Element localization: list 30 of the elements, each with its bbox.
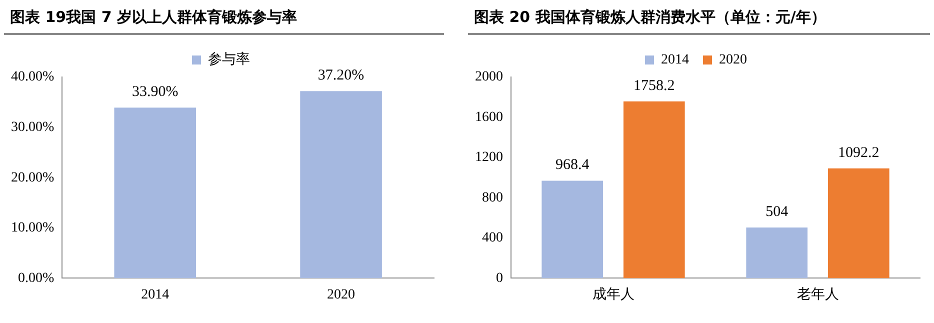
chart-title: 图表 19我国 7 岁以上人群体育锻炼参与率: [4, 6, 444, 35]
chart-title: 图表 20 我国体育锻炼人群消费水平（单位：元/年）: [468, 6, 930, 35]
data-label: 968.4: [555, 157, 590, 174]
data-label: 33.90%: [132, 84, 178, 100]
y-tick-label: 1600: [475, 110, 503, 125]
y-tick-label: 0: [496, 270, 503, 286]
y-tick-label: 1200: [475, 150, 503, 166]
y-tick-label: 2000: [475, 70, 503, 85]
legend-label: 2020: [719, 52, 747, 68]
y-tick-label: 400: [482, 230, 503, 246]
x-tick-label: 老年人: [796, 286, 839, 302]
y-tick-label: 30.00%: [10, 120, 54, 135]
y-tick-label: 800: [482, 190, 503, 206]
data-label: 504: [766, 204, 789, 220]
y-tick-label: 20.00%: [10, 170, 54, 186]
data-label: 1758.2: [634, 78, 675, 94]
bar: [623, 101, 685, 278]
data-label: 1092.2: [838, 144, 880, 161]
x-tick-label: 2020: [327, 287, 356, 302]
legend-label: 2014: [661, 52, 689, 68]
legend-label: 参与率: [208, 52, 250, 68]
bar: [746, 228, 808, 278]
bar: [828, 168, 890, 278]
y-tick-label: 0.00%: [18, 270, 54, 286]
y-tick-label: 40.00%: [10, 70, 54, 85]
data-label: 37.20%: [318, 68, 364, 84]
bar: [542, 180, 604, 278]
x-tick-label: 2014: [141, 287, 170, 302]
x-tick-label: 成年人: [592, 286, 634, 302]
y-tick-label: 10.00%: [10, 220, 54, 236]
